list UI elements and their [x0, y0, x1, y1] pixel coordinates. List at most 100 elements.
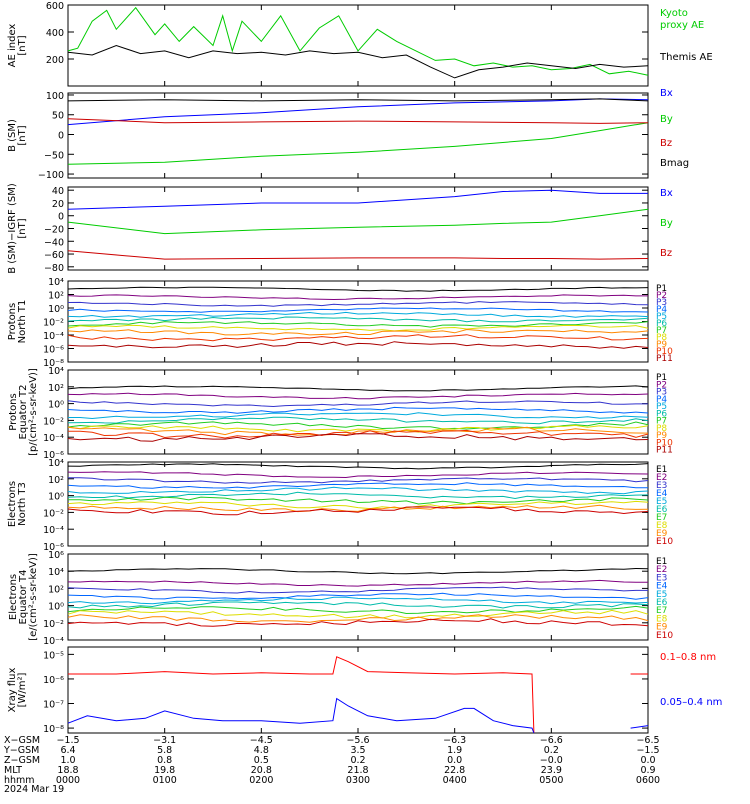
channel-line-e8 [67, 609, 649, 619]
y-axis-label: Xray flux [7, 668, 18, 713]
channel-line-e3 [67, 586, 648, 594]
series-line-by [67, 208, 649, 235]
ephemeris-value: −1.5 [56, 735, 79, 746]
ephemeris-value: −6.3 [443, 735, 466, 746]
series-line-bx [67, 189, 648, 210]
legend-label: P6 [656, 409, 667, 419]
x-axis-annotation: X−GSM −1.5 −3.1 −4.5 −5.6 −6.3 −6.6 −6.5 Y−GSM 6.… [3, 735, 660, 795]
legend-label: P7 [656, 326, 667, 336]
series-line-bz [67, 118, 649, 124]
legend-label: E5 [656, 590, 667, 600]
ephemeris-value: 19.8 [154, 765, 175, 776]
y-tick-label: 0 [58, 212, 64, 223]
y-axis-label: [W/m²] [17, 672, 28, 707]
ephemeris-value: 0.0 [640, 755, 655, 766]
y-tick-label: −80 [44, 263, 64, 274]
channel-line-p1 [67, 286, 649, 292]
legend-label: E9 [656, 623, 668, 633]
y-tick-label: 10⁻² [43, 318, 64, 329]
legend-label: Bz [660, 248, 672, 259]
channel-line-p3 [67, 301, 649, 307]
ephemeris-value: 0.0 [447, 755, 462, 766]
y-axis-label: Equator T4 [18, 570, 29, 625]
panel-5: 10⁻⁶ 10⁻⁴ 10⁻² 10⁰ 10² 10⁴ Protons Equator T2 [p… [8, 366, 673, 461]
legend-label: P2 [656, 291, 667, 301]
y-tick-label: 10⁻⁶ [43, 675, 64, 686]
y-tick-label: −60 [44, 250, 64, 261]
channel-line-p6 [67, 316, 649, 323]
y-tick-label: 10⁶ [48, 550, 64, 561]
legend-label: P6 [656, 319, 667, 329]
y-tick-label: 10⁰ [48, 400, 64, 411]
channel-line-p10 [67, 334, 649, 342]
channel-line-e2 [67, 471, 649, 479]
ephemeris-value: 20.8 [251, 765, 272, 776]
y-axis-label: [nT] [17, 218, 28, 238]
ephemeris-value: −4.5 [250, 735, 273, 746]
series-line-0-05-0-4-nm [67, 697, 649, 734]
panel-2: −100 −50 0 50 100 B (SM) [nT] Bx By Bz Bmag [7, 88, 689, 181]
channel-line-p11 [67, 433, 649, 442]
legend-label: P9 [656, 431, 667, 441]
y-tick-label: 10⁰ [48, 304, 64, 315]
channel-line-p5 [68, 412, 649, 420]
panel-3: −80 −60 −40−20 0 20 40 B (SM)−IGRF (SM) [nT] Bx B… [7, 183, 673, 274]
legend-label: P11 [656, 446, 673, 456]
series-line-0-1-0-8-nm [68, 656, 648, 734]
legend-label: P2 [656, 380, 667, 390]
channel-line-p11 [67, 341, 649, 349]
legend-label: Bx [660, 88, 673, 99]
panel-8: 10⁻⁸ 10⁻⁷ 10⁻⁶ 10⁻⁵ Xray flux [W/m²] 0.1–0.8 n… [7, 646, 722, 735]
series-line-by [67, 122, 649, 165]
ephemeris-value: 0.2 [544, 745, 559, 756]
ephemeris-value: −1.5 [636, 745, 659, 756]
y-tick-label: 10⁴ [48, 567, 64, 578]
y-tick-label: 10⁰ [48, 602, 64, 613]
legend-label: P11 [656, 354, 673, 364]
y-axis-label: Protons [8, 393, 19, 430]
y-tick-label: 10⁻⁴ [43, 525, 64, 536]
channel-line-p3 [67, 400, 648, 408]
y-axis-label: Equator T2 [18, 385, 29, 440]
ephemeris-value: 1.0 [60, 755, 75, 766]
ephemeris-value: 0.9 [640, 765, 655, 776]
channel-line-p6 [67, 416, 649, 425]
panel-frame [67, 646, 649, 734]
legend-label: Bmag [660, 158, 689, 169]
ephemeris-value: 0100 [153, 775, 177, 786]
y-tick-label: 10⁻⁴ [43, 331, 64, 342]
legend-label: P8 [656, 424, 667, 434]
channel-line-e10 [67, 506, 649, 516]
y-tick-label: 10⁴ [48, 366, 64, 377]
legend-label: P3 [656, 298, 667, 308]
y-axis-label: [nT] [17, 125, 28, 145]
channel-line-p7 [67, 421, 649, 430]
legend-label: E8 [656, 614, 668, 624]
y-tick-label: 10⁻² [43, 508, 64, 519]
y-tick-label: 10⁻² [43, 619, 64, 630]
y-axis-label: Electrons [8, 574, 19, 620]
y-tick-label: 10² [48, 475, 64, 486]
legend-label: E3 [656, 573, 667, 583]
y-tick-label: 10⁴ [48, 458, 64, 469]
ephemeris-row-label: Z−GSM [4, 755, 40, 766]
channel-line-p4 [67, 307, 649, 313]
ephemeris-row-label: hhmm [4, 775, 35, 786]
channel-line-e5 [67, 596, 649, 605]
y-axis-label: [e/(cm²-s-sr-keV)] [28, 553, 39, 641]
legend-label: P1 [656, 373, 667, 383]
ephemeris-value: 23.9 [541, 765, 562, 776]
legend-label: P10 [656, 347, 673, 357]
ephemeris-value: 0.5 [254, 755, 269, 766]
y-axis-label: B (SM)−IGRF (SM) [7, 183, 18, 274]
legend-label: E10 [656, 537, 673, 547]
y-tick-label: −40 [44, 237, 64, 248]
legend-label: Bz [660, 138, 672, 149]
panel-frame [67, 92, 649, 179]
y-tick-label: 10⁻⁷ [43, 700, 64, 711]
y-tick-label: 40 [52, 186, 64, 197]
series-line-bmag [67, 98, 649, 102]
